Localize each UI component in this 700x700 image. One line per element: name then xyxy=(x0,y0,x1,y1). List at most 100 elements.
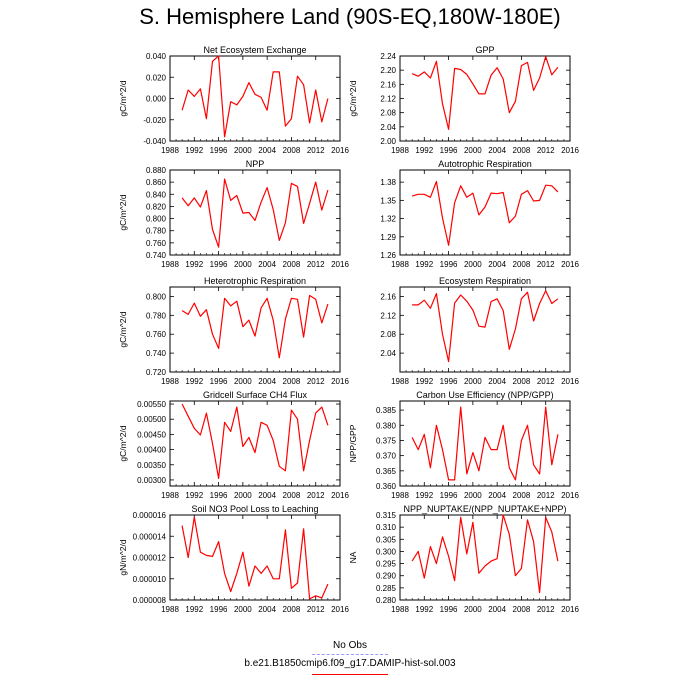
data-point xyxy=(182,197,183,198)
data-point xyxy=(466,473,467,474)
data-point xyxy=(218,541,219,542)
data-point xyxy=(430,546,431,547)
x-tick-label: 2004 xyxy=(258,260,276,269)
data-point xyxy=(188,205,189,206)
data-point xyxy=(557,298,558,299)
x-tick-label: 2016 xyxy=(331,491,349,500)
data-point xyxy=(497,558,498,559)
data-point xyxy=(424,71,425,72)
y-tick-label: 0.00300 xyxy=(137,476,166,485)
data-point xyxy=(206,118,207,119)
x-tick-label: 1988 xyxy=(391,605,409,614)
data-point xyxy=(327,303,328,304)
data-point xyxy=(206,413,207,414)
x-tick-label: 2000 xyxy=(464,605,482,614)
y-tick-label: 2.00 xyxy=(380,137,396,146)
chart-title: Heterotrophic Respiration xyxy=(204,276,306,286)
series-line xyxy=(181,403,329,479)
data-point xyxy=(466,74,467,75)
data-point xyxy=(297,419,298,420)
x-tick-label: 2004 xyxy=(258,491,276,500)
data-point xyxy=(273,578,274,579)
data-point xyxy=(430,77,431,78)
data-point xyxy=(309,122,310,123)
y-tick-label: 1.38 xyxy=(380,178,396,187)
data-point xyxy=(545,517,546,518)
data-point xyxy=(442,334,443,335)
data-point xyxy=(260,573,261,574)
y-tick-label: -0.040 xyxy=(143,137,166,146)
data-point xyxy=(466,553,467,554)
data-point xyxy=(460,517,461,518)
y-tick-label: 2.24 xyxy=(380,52,396,61)
y-tick-label: 0.385 xyxy=(376,406,397,415)
y-tick-label: 2.08 xyxy=(380,109,396,118)
y-axis-label: gC/m^2/d xyxy=(348,80,358,116)
data-point xyxy=(212,229,213,230)
data-point xyxy=(527,425,528,426)
chart-panel-5: Heterotrophic Respiration 1988 1992 1996 200… xyxy=(118,276,349,386)
data-point xyxy=(321,322,322,323)
data-point xyxy=(472,83,473,84)
data-point xyxy=(236,195,237,196)
data-point xyxy=(424,300,425,301)
y-tick-label: 0.00450 xyxy=(137,430,166,439)
data-point xyxy=(182,525,183,526)
data-point xyxy=(285,529,286,530)
chart-title: GPP xyxy=(475,45,494,55)
data-point xyxy=(503,78,504,79)
x-tick-label: 1988 xyxy=(161,377,179,386)
data-point xyxy=(194,197,195,198)
x-tick-label: 1996 xyxy=(440,491,458,500)
data-point xyxy=(327,583,328,584)
data-point xyxy=(515,575,516,576)
series-line xyxy=(412,290,559,363)
x-tick-label: 2008 xyxy=(283,377,301,386)
data-point xyxy=(206,190,207,191)
x-tick-label: 2008 xyxy=(283,260,301,269)
data-point xyxy=(321,209,322,210)
chart-title: Net Ecosystem Exchange xyxy=(203,45,306,55)
data-point xyxy=(436,293,437,294)
data-point xyxy=(218,247,219,248)
data-point xyxy=(539,473,540,474)
chart-title: Ecosystem Respiration xyxy=(439,276,531,286)
x-tick-label: 2012 xyxy=(307,605,325,614)
x-tick-label: 2000 xyxy=(234,377,252,386)
data-point xyxy=(188,557,189,558)
data-point xyxy=(303,336,304,337)
data-point xyxy=(448,245,449,246)
x-tick-label: 2004 xyxy=(258,605,276,614)
data-point xyxy=(291,118,292,119)
y-tick-label: 2.04 xyxy=(380,349,396,358)
data-point xyxy=(182,403,183,404)
data-point xyxy=(557,434,558,435)
data-point xyxy=(260,307,261,308)
chart-panel-6: Ecosystem Respiration 1988 1992 1996 2000 200… xyxy=(380,276,579,386)
data-point xyxy=(224,573,225,574)
legend-obs-line xyxy=(312,654,388,655)
data-point xyxy=(478,326,479,327)
y-tick-label: 0.00400 xyxy=(137,446,166,455)
data-point xyxy=(533,200,534,201)
x-tick-label: 1996 xyxy=(440,377,458,386)
chart-panel-10: NPP_NUPTAKE/(NPP_NUPTAKE+NPP) 1988 1992 199… xyxy=(348,504,579,614)
data-point xyxy=(551,531,552,532)
x-tick-label: 1992 xyxy=(185,146,203,155)
data-point xyxy=(497,298,498,299)
data-point xyxy=(521,194,522,195)
data-point xyxy=(230,200,231,201)
data-point xyxy=(503,514,504,515)
chart-panel-4: Autotrophic Respiration 1988 1992 1996 2000 2… xyxy=(380,159,579,269)
x-tick-label: 1996 xyxy=(210,260,228,269)
data-point xyxy=(188,89,189,90)
data-point xyxy=(424,194,425,195)
x-tick-label: 1988 xyxy=(161,260,179,269)
x-tick-label: 2000 xyxy=(464,146,482,155)
series-line xyxy=(411,514,559,594)
data-point xyxy=(194,428,195,429)
x-tick-label: 1992 xyxy=(185,491,203,500)
chart-panel-3: NPP 1988 1992 1996 2000 2004 2008 2012 2016 0.740… xyxy=(118,159,349,269)
x-tick-label: 1992 xyxy=(415,605,433,614)
data-point xyxy=(267,425,268,426)
